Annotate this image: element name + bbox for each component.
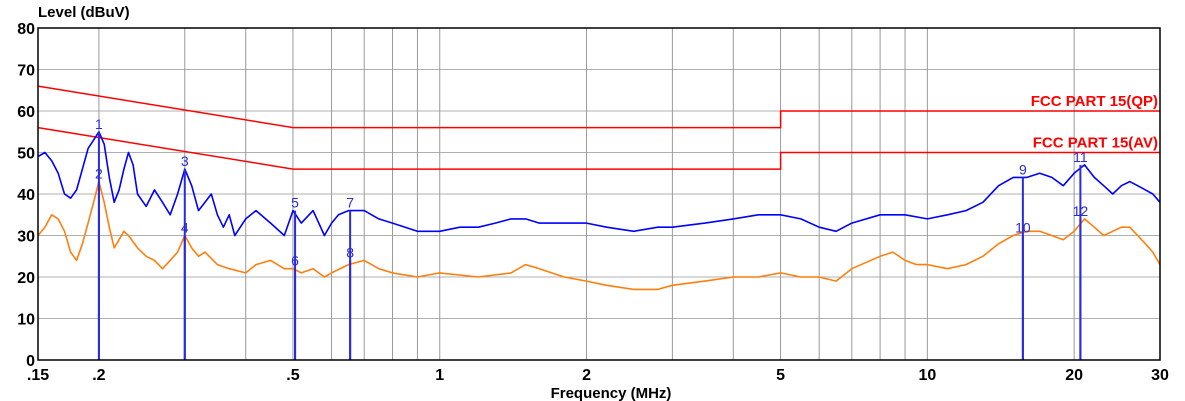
grid-lines [38,28,1160,360]
marker-label: 7 [346,195,354,211]
plot-frame [37,27,1161,361]
y-tick-label: 60 [17,104,35,121]
x-tick-label: .2 [92,367,105,384]
marker-label: 2 [95,166,103,182]
limit-label: FCC PART 15(QP) [1031,93,1158,110]
x-tick-label: 20 [1065,367,1083,384]
marker-label: 11 [1073,149,1088,165]
marker-label: 1 [95,116,103,132]
marker-label: 8 [346,244,354,260]
x-axis-title: Frequency (MHz) [551,385,672,401]
y-axis-title: Level (dBuV) [38,4,130,21]
y-tick-label: 40 [17,187,35,204]
marker-label: 3 [181,153,189,169]
x-tick-label: 5 [776,367,785,384]
series-line [37,131,1161,237]
x-tick-label: 30 [1151,367,1169,384]
y-tick-label: 10 [17,312,35,329]
marker-label: 9 [1019,161,1027,177]
limit-lines: FCC PART 15(QP) FCC PART 15(AV) [37,85,1160,170]
y-tick-label: 50 [17,146,35,163]
y-tick-label: 80 [17,21,35,38]
x-tick-label: .15 [27,367,49,384]
x-tick-label: 1 [435,367,444,384]
marker-label: 5 [291,195,299,211]
x-tick-label: .5 [286,367,299,384]
marker-label: 12 [1073,203,1089,219]
marker-label: 6 [291,253,299,269]
marker-label: 10 [1015,220,1031,236]
x-tick-label: 2 [582,367,591,384]
limit-label: FCC PART 15(AV) [1033,135,1158,152]
y-tick-label: 70 [17,63,35,80]
limit-line [37,126,1160,170]
marker-label: 4 [181,220,189,236]
y-tick-label: 30 [17,229,35,246]
y-tick-label: 0 [26,353,35,370]
y-tick-label: 20 [17,270,35,287]
limit-line [37,85,1160,129]
x-tick-label: 10 [918,367,936,384]
